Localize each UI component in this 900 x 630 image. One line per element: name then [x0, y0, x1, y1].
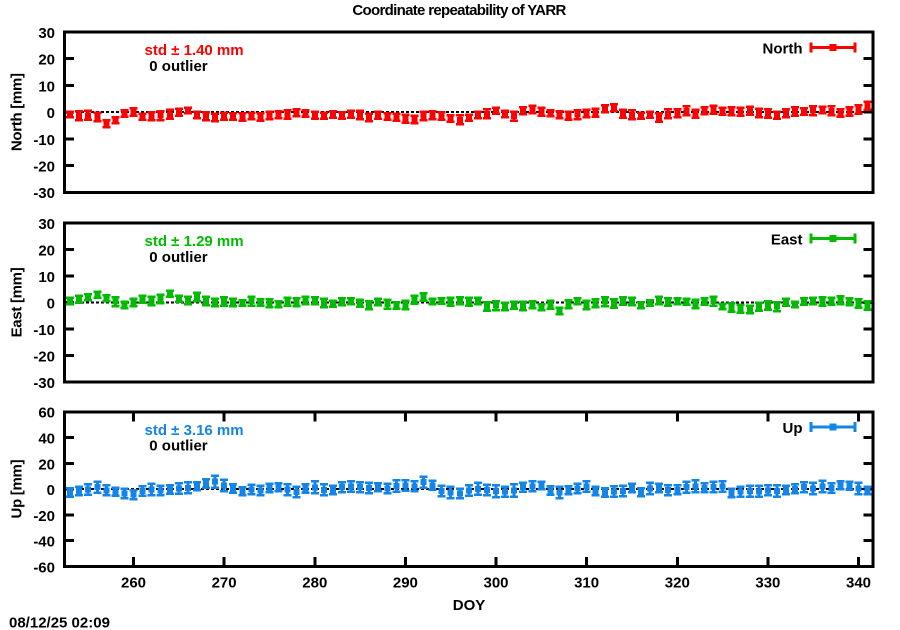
- svg-text:330: 330: [755, 574, 780, 591]
- svg-text:North [mm]: North [mm]: [9, 73, 26, 151]
- svg-text:0 outlier: 0 outlier: [149, 58, 208, 75]
- svg-text:-20: -20: [33, 508, 55, 525]
- svg-text:-20: -20: [33, 159, 55, 176]
- svg-text:290: 290: [393, 574, 418, 591]
- svg-text:DOY: DOY: [453, 597, 486, 614]
- svg-text:300: 300: [483, 574, 508, 591]
- svg-text:10: 10: [38, 78, 55, 95]
- svg-text:North: North: [763, 40, 803, 57]
- svg-text:0: 0: [47, 482, 55, 499]
- svg-text:0: 0: [47, 105, 55, 122]
- svg-text:20: 20: [38, 242, 55, 259]
- svg-text:-10: -10: [33, 322, 55, 339]
- svg-text:-20: -20: [33, 348, 55, 365]
- svg-text:0: 0: [47, 295, 55, 312]
- svg-text:std ± 3.16 mm: std ± 3.16 mm: [145, 422, 244, 439]
- svg-text:Up: Up: [783, 420, 803, 437]
- svg-text:60: 60: [38, 405, 55, 422]
- svg-text:320: 320: [665, 574, 690, 591]
- svg-text:Up [mm]: Up [mm]: [9, 459, 26, 518]
- svg-text:30: 30: [38, 25, 55, 42]
- svg-text:0 outlier: 0 outlier: [149, 438, 208, 455]
- svg-text:280: 280: [302, 574, 327, 591]
- svg-text:-30: -30: [33, 185, 55, 202]
- svg-text:Coordinate repeatability of YA: Coordinate repeatability of YARR: [352, 2, 566, 19]
- svg-text:-30: -30: [33, 375, 55, 392]
- svg-text:East [mm]: East [mm]: [9, 267, 26, 337]
- svg-text:10: 10: [38, 269, 55, 286]
- svg-text:-60: -60: [33, 559, 55, 576]
- svg-text:20: 20: [38, 52, 55, 69]
- svg-text:08/12/25 02:09: 08/12/25 02:09: [9, 614, 110, 630]
- svg-text:-10: -10: [33, 132, 55, 149]
- svg-text:40: 40: [38, 431, 55, 448]
- svg-text:340: 340: [846, 574, 871, 591]
- svg-text:30: 30: [38, 216, 55, 233]
- svg-text:0 outlier: 0 outlier: [149, 249, 208, 266]
- svg-text:310: 310: [574, 574, 599, 591]
- svg-text:std ± 1.40 mm: std ± 1.40 mm: [145, 42, 244, 59]
- svg-text:std ± 1.29 mm: std ± 1.29 mm: [145, 233, 244, 250]
- svg-text:20: 20: [38, 456, 55, 473]
- svg-text:-40: -40: [33, 534, 55, 551]
- svg-text:260: 260: [121, 574, 146, 591]
- svg-text:East: East: [771, 231, 803, 248]
- svg-text:270: 270: [212, 574, 237, 591]
